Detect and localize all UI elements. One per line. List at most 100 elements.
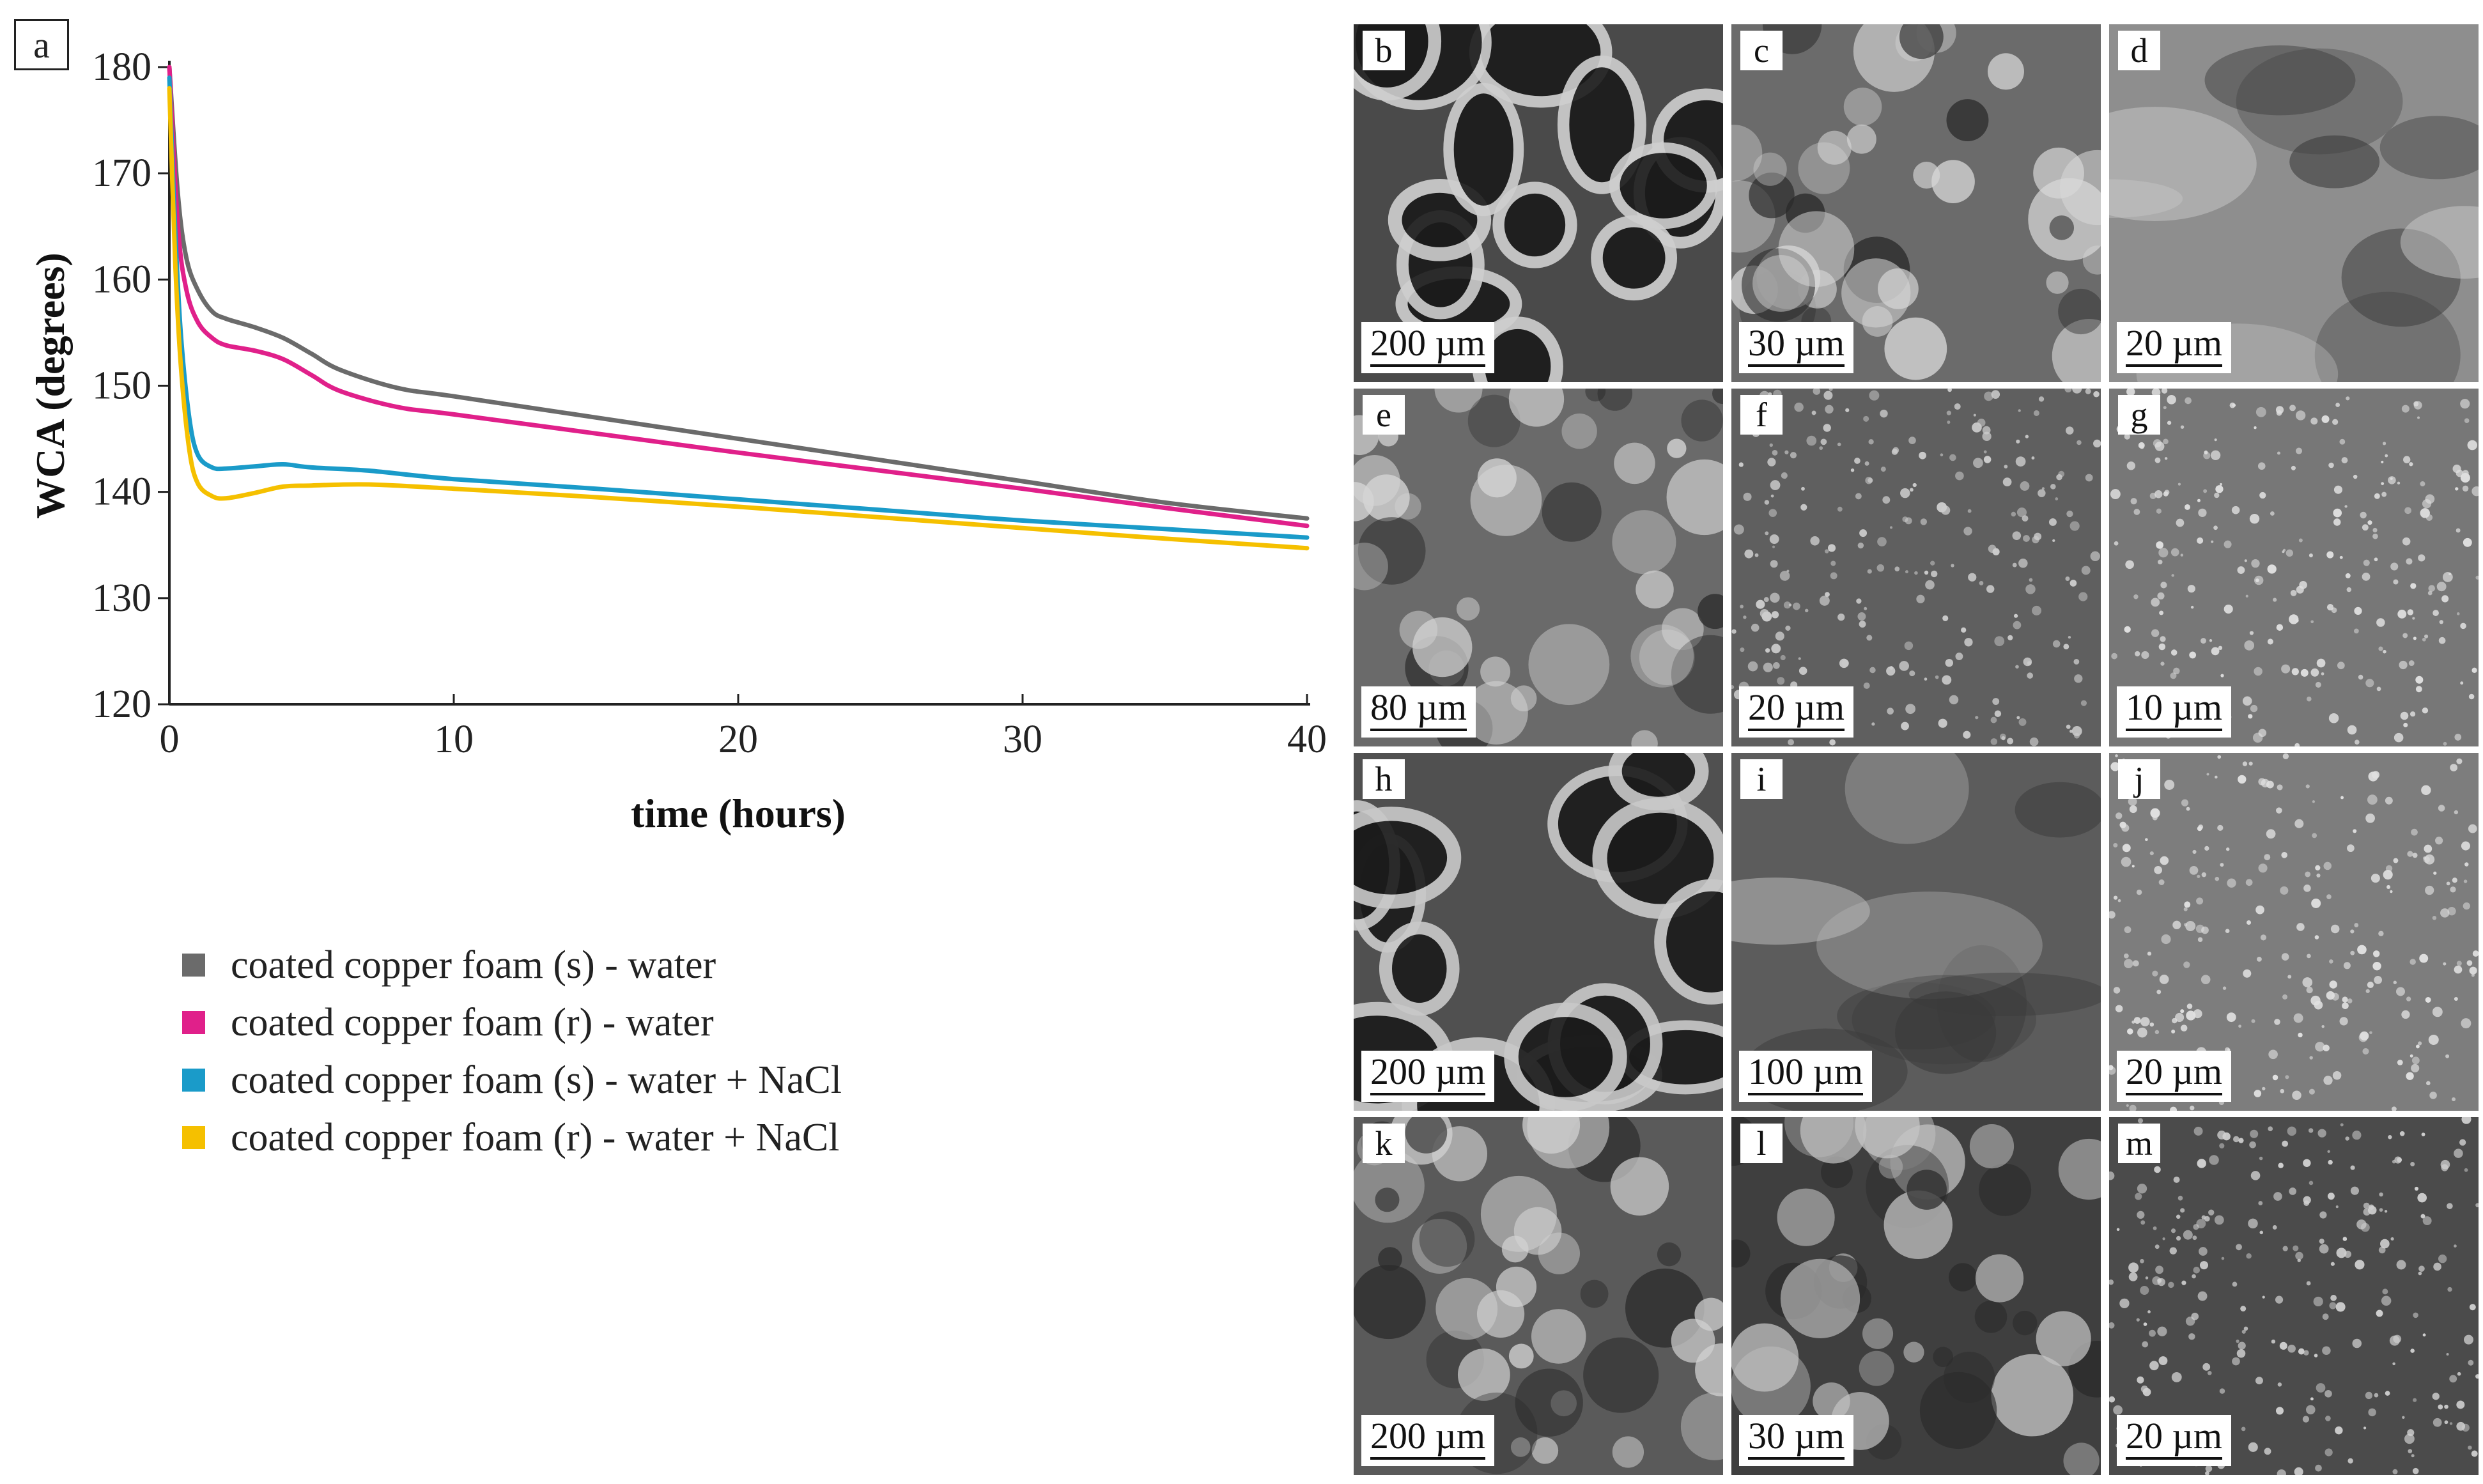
- particle-dot: [2170, 649, 2177, 656]
- particle-dot: [2425, 1081, 2431, 1086]
- particle-dot: [1731, 685, 1735, 690]
- particle-dot: [1857, 612, 1866, 621]
- grain-shape: [1508, 389, 1565, 427]
- particle-dot: [2367, 794, 2378, 805]
- particle-dot: [2411, 828, 2418, 836]
- particle-dot: [2027, 661, 2032, 666]
- particle-dot: [2345, 573, 2351, 578]
- particle-dot: [2462, 485, 2469, 492]
- particle-dot: [2386, 885, 2391, 889]
- particle-dot: [1919, 451, 1926, 460]
- particle-dot: [2294, 1467, 2303, 1475]
- particle-dot: [2197, 1159, 2206, 1168]
- particle-dot: [1963, 527, 1972, 536]
- particle-dot: [1916, 594, 1925, 603]
- particle-dot: [2277, 1382, 2282, 1387]
- grain-shape: [1538, 1232, 1581, 1274]
- particle-dot: [2461, 1117, 2471, 1124]
- particle-dot: [2093, 390, 2100, 398]
- particle-dot: [2404, 1434, 2415, 1444]
- particle-dot: [2332, 419, 2339, 425]
- particle-dot: [2295, 410, 2306, 421]
- particle-dot: [2399, 1131, 2405, 1136]
- particle-dot: [2068, 635, 2071, 639]
- particle-dot: [1942, 615, 1949, 621]
- particle-dot: [2027, 672, 2034, 679]
- particle-dot: [2244, 640, 2255, 651]
- particle-dot: [2355, 739, 2360, 745]
- particle-dot: [2138, 442, 2145, 449]
- particle-dot: [2275, 406, 2284, 414]
- grain-shape: [1841, 258, 1911, 328]
- particle-dot: [2214, 438, 2217, 442]
- particle-dot: [2211, 647, 2220, 656]
- panel-label-k: k: [1363, 1124, 1405, 1163]
- particle-dot: [2302, 1416, 2310, 1423]
- particle-dot: [2308, 1128, 2314, 1133]
- particle-dot: [2369, 1031, 2372, 1035]
- particle-dot: [2390, 890, 2393, 893]
- grain-shape: [2058, 1138, 2101, 1200]
- particle-dot: [2185, 504, 2190, 510]
- scale-bar-line: [1748, 1457, 1845, 1460]
- particle-dot: [2411, 1056, 2420, 1065]
- particle-dot: [2213, 525, 2218, 530]
- particle-dot: [2368, 1408, 2376, 1417]
- particle-dot: [2137, 1184, 2147, 1194]
- particle-dot: [2251, 1019, 2255, 1023]
- particle-dot: [2422, 1216, 2432, 1226]
- scale-bar: 100 µm: [1739, 1051, 1873, 1102]
- particle-dot: [1772, 449, 1778, 456]
- scale-bar-label: 20 µm: [2126, 1415, 2223, 1457]
- particle-dot: [2337, 661, 2345, 670]
- grain-shape: [1561, 414, 1597, 449]
- particle-dot: [1949, 454, 1956, 461]
- particle-dot: [1837, 506, 1843, 512]
- particle-dot: [2436, 582, 2447, 592]
- sem-micrograph: [2109, 45, 2479, 382]
- particle-dot: [1743, 615, 1747, 619]
- particle-dot: [1908, 437, 1916, 444]
- particle-dot: [1973, 414, 1976, 417]
- particle-dot: [1830, 572, 1837, 580]
- particle-dot: [2378, 931, 2384, 936]
- grain-shape: [1457, 1349, 1510, 1401]
- particle-dot: [2149, 1022, 2154, 1027]
- particle-dot: [1819, 595, 1830, 606]
- particle-dot: [2119, 1298, 2130, 1308]
- particle-dot: [1770, 592, 1780, 603]
- particle-dot: [1935, 675, 1939, 679]
- particle-dot: [1964, 638, 1973, 647]
- particle-dot: [2339, 555, 2343, 559]
- particle-dot: [2151, 389, 2161, 397]
- particle-dot: [2376, 618, 2385, 627]
- particle-dot: [2330, 924, 2340, 934]
- particle-dot: [2321, 415, 2330, 423]
- particle-dot: [2262, 1295, 2265, 1299]
- particle-dot: [2328, 1159, 2333, 1165]
- particle-dot: [2285, 1075, 2289, 1079]
- particle-dot: [2254, 575, 2264, 585]
- particle-dot: [2196, 897, 2204, 905]
- particle-dot: [2173, 1176, 2180, 1183]
- grain-shape: [1375, 1187, 1400, 1212]
- particle-dot: [2287, 1344, 2296, 1353]
- particle-dot: [2424, 634, 2429, 638]
- particle-dot: [2109, 1396, 2116, 1403]
- sem-micrograph: [1731, 24, 2101, 382]
- particle-dot: [2449, 1422, 2453, 1425]
- particle-dot: [2215, 775, 2218, 779]
- particle-dot: [2150, 808, 2160, 818]
- particle-dot: [1740, 647, 1745, 653]
- particle-dot: [2374, 557, 2378, 562]
- particle-dot: [2317, 1129, 2326, 1138]
- particle-dot: [2354, 923, 2359, 927]
- particle-dot: [2440, 908, 2450, 918]
- particle-dot: [1800, 504, 1807, 511]
- particle-dot: [2456, 1421, 2466, 1431]
- particle-dot: [2224, 604, 2233, 614]
- particle-dot: [2360, 1223, 2370, 1232]
- particle-dot: [2340, 1123, 2344, 1127]
- y-tick-label: 170: [92, 151, 151, 195]
- particle-dot: [2246, 1253, 2252, 1259]
